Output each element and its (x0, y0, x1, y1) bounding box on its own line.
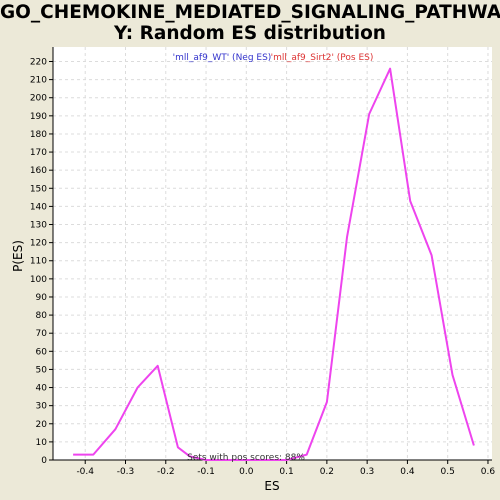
x-axis-label: ES (264, 479, 279, 493)
y-tick-label: 50 (36, 365, 48, 375)
y-tick-label: 70 (36, 329, 48, 339)
x-tick-label: -0.3 (117, 467, 135, 477)
y-tick-label: 40 (36, 384, 48, 394)
x-tick-label: 0.3 (360, 467, 374, 477)
legend-pos-label: 'mll_af9_Sirt2' (Pos ES) (271, 53, 374, 63)
y-tick-label: 90 (36, 293, 48, 303)
y-tick-label: 110 (30, 257, 47, 267)
y-tick-label: 10 (36, 438, 48, 448)
y-tick-label: 170 (30, 148, 47, 158)
x-tick-label: 0.2 (320, 467, 334, 477)
series-layer (73, 67, 475, 461)
chart-title-line-1: GO_CHEMOKINE_MEDIATED_SIGNALING_PATHWA (0, 2, 500, 23)
x-tick-label: 0.4 (400, 467, 415, 477)
y-tick-label: 200 (30, 94, 47, 104)
y-tick-label: 100 (30, 275, 47, 285)
y-tick-label: 80 (36, 311, 48, 321)
annotation-pos-scores: Sets with pos scores: 88% (187, 453, 305, 463)
y-tick-label: 20 (36, 420, 48, 430)
x-tick-label: -0.2 (157, 467, 175, 477)
grid (53, 47, 492, 460)
y-tick-label: 140 (30, 202, 47, 212)
legend-neg-label: 'mll_af9_WT' (Neg ES) (173, 53, 272, 63)
y-tick-label: 60 (36, 347, 48, 357)
x-tick-label: -0.1 (197, 467, 215, 477)
y-tick-label: 0 (41, 456, 47, 466)
y-axis-label: P(ES) (11, 240, 25, 272)
y-tick-label: 190 (30, 112, 47, 122)
y-tick-label: 210 (30, 76, 47, 86)
y-tick-label: 150 (30, 184, 47, 194)
y-tick-label: 120 (30, 239, 47, 249)
x-tick-label: 0.0 (239, 467, 254, 477)
axes: 0 10 20 30 40 50 60 70 80 90 100 110 120 130 140 150 160… (30, 47, 496, 477)
x-tick-label: 0.6 (481, 467, 496, 477)
series-line-0 (73, 67, 475, 461)
y-tick-label: 30 (36, 402, 48, 412)
y-tick-label: 130 (30, 221, 47, 231)
y-tick-label: 220 (30, 57, 47, 67)
y-tick-label: 160 (30, 166, 47, 176)
x-tick-label: 0.1 (279, 467, 293, 477)
x-tick-label: 0.5 (441, 467, 455, 477)
y-tick-label: 180 (30, 130, 47, 140)
x-tick-label: -0.4 (76, 467, 94, 477)
plot-area (53, 47, 492, 460)
chart-title-line-2: Y: Random ES distribution (114, 23, 386, 44)
